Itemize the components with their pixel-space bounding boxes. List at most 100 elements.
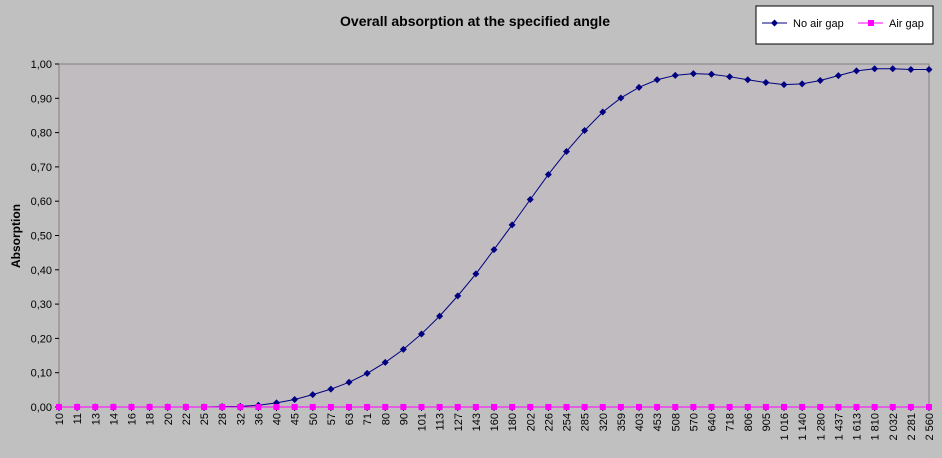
data-point-no-air-gap — [418, 330, 425, 338]
plot-area — [58, 63, 930, 408]
data-point-air-gap — [636, 404, 642, 410]
x-tick-label: 285 — [580, 413, 592, 431]
data-point-air-gap — [291, 404, 298, 410]
y-tick-label: 0,90 — [31, 93, 52, 105]
y-axis: 0,00 0,10 0,20 0,30 0,40 0,50 0,60 0,70 0,80 0,90… — [31, 59, 59, 414]
y-tick-label: 0,40 — [31, 265, 52, 277]
data-point-air-gap — [744, 404, 751, 410]
legend: No air gap Air gap — [755, 5, 934, 45]
y-tick-label: 0,70 — [31, 162, 52, 174]
data-point-air-gap — [472, 404, 479, 410]
data-point-air-gap — [182, 404, 189, 410]
x-tick-label: 508 — [670, 413, 682, 431]
data-point-no-air-gap — [635, 83, 643, 91]
data-point-air-gap — [237, 404, 244, 410]
data-point-air-gap — [889, 404, 896, 410]
data-point-no-air-gap — [726, 73, 734, 81]
x-tick-label: 640 — [707, 413, 719, 431]
x-tick-label: 806 — [743, 413, 755, 431]
x-tick-label: 1 613 — [852, 413, 864, 441]
data-point-no-air-gap — [454, 292, 462, 300]
data-point-air-gap — [672, 404, 679, 410]
data-point-air-gap — [581, 404, 588, 410]
data-point-air-gap — [563, 404, 570, 410]
y-tick-label: 0,10 — [31, 368, 52, 380]
data-point-no-air-gap — [581, 127, 589, 135]
data-point-air-gap — [364, 404, 371, 410]
data-point-no-air-gap — [544, 170, 552, 178]
data-point-air-gap — [327, 404, 334, 410]
data-point-air-gap — [382, 404, 389, 410]
data-point-air-gap — [817, 404, 824, 410]
data-point-air-gap — [219, 404, 226, 410]
data-point-no-air-gap — [653, 76, 661, 84]
x-tick-label: 403 — [634, 413, 646, 431]
data-point-air-gap — [871, 404, 878, 410]
x-tick-label: 90 — [398, 413, 410, 425]
data-point-air-gap — [92, 404, 99, 410]
data-point-no-air-gap — [780, 81, 788, 89]
legend-label-no-air-gap: No air gap — [793, 18, 844, 30]
data-point-no-air-gap — [889, 65, 897, 73]
x-tick-label: 1 140 — [797, 413, 809, 441]
y-tick-label: 0,50 — [31, 231, 52, 243]
x-tick-label: 45 — [290, 413, 302, 425]
data-point-air-gap — [781, 404, 787, 410]
x-tick-label: 1 016 — [779, 413, 791, 441]
data-point-air-gap — [346, 404, 352, 410]
data-point-no-air-gap — [309, 391, 317, 399]
data-point-air-gap — [762, 404, 769, 410]
data-point-air-gap — [146, 404, 153, 410]
data-point-air-gap — [690, 404, 697, 410]
x-tick-label: 180 — [507, 413, 519, 431]
x-tick-label: 10 — [54, 413, 66, 425]
y-axis-label: Absorption — [9, 204, 23, 268]
data-point-air-gap — [273, 404, 280, 410]
x-tick-label: 16 — [127, 413, 139, 425]
data-point-air-gap — [599, 404, 606, 410]
x-tick-label: 14 — [108, 413, 120, 425]
x-tick-label: 11 — [72, 413, 84, 424]
data-point-air-gap — [164, 404, 171, 410]
data-point-air-gap — [708, 404, 715, 410]
x-tick-label: 905 — [761, 413, 773, 431]
x-tick-label: 50 — [308, 413, 320, 425]
data-point-no-air-gap — [381, 358, 389, 366]
y-tick-label: 0,80 — [31, 128, 52, 140]
data-point-no-air-gap — [871, 65, 879, 73]
data-point-air-gap — [799, 404, 806, 410]
data-point-no-air-gap — [907, 65, 915, 73]
x-tick-label: 570 — [688, 413, 700, 431]
data-point-no-air-gap — [436, 312, 444, 320]
x-tick-label: 113 — [435, 413, 447, 431]
data-point-no-air-gap — [508, 221, 516, 229]
y-tick-label: 0,60 — [31, 196, 52, 208]
data-point-air-gap — [907, 404, 914, 410]
data-point-air-gap — [853, 404, 860, 410]
data-point-no-air-gap — [327, 385, 335, 393]
data-point-no-air-gap — [526, 195, 534, 203]
x-tick-label: 1 437 — [833, 413, 845, 441]
data-point-no-air-gap — [925, 65, 933, 73]
data-point-no-air-gap — [671, 71, 679, 79]
data-point-no-air-gap — [490, 246, 498, 254]
x-tick-label: 25 — [199, 413, 211, 425]
data-point-air-gap — [400, 404, 407, 410]
data-point-no-air-gap — [798, 80, 806, 88]
data-point-air-gap — [74, 404, 81, 410]
series-layer — [55, 65, 933, 411]
data-point-air-gap — [835, 404, 842, 410]
data-point-no-air-gap — [744, 76, 752, 84]
x-tick-label: 254 — [562, 413, 574, 431]
data-point-no-air-gap — [816, 76, 824, 84]
data-point-air-gap — [255, 404, 262, 410]
x-tick-label: 143 — [471, 413, 483, 431]
data-point-air-gap — [454, 404, 461, 410]
x-tick-label: 2 032 — [888, 413, 900, 441]
x-tick-label: 1 810 — [870, 413, 882, 441]
y-tick-label: 0,00 — [31, 402, 52, 414]
x-tick-label: 718 — [725, 413, 737, 431]
data-point-air-gap — [545, 404, 552, 410]
y-tick-label: 1,00 — [31, 59, 52, 71]
